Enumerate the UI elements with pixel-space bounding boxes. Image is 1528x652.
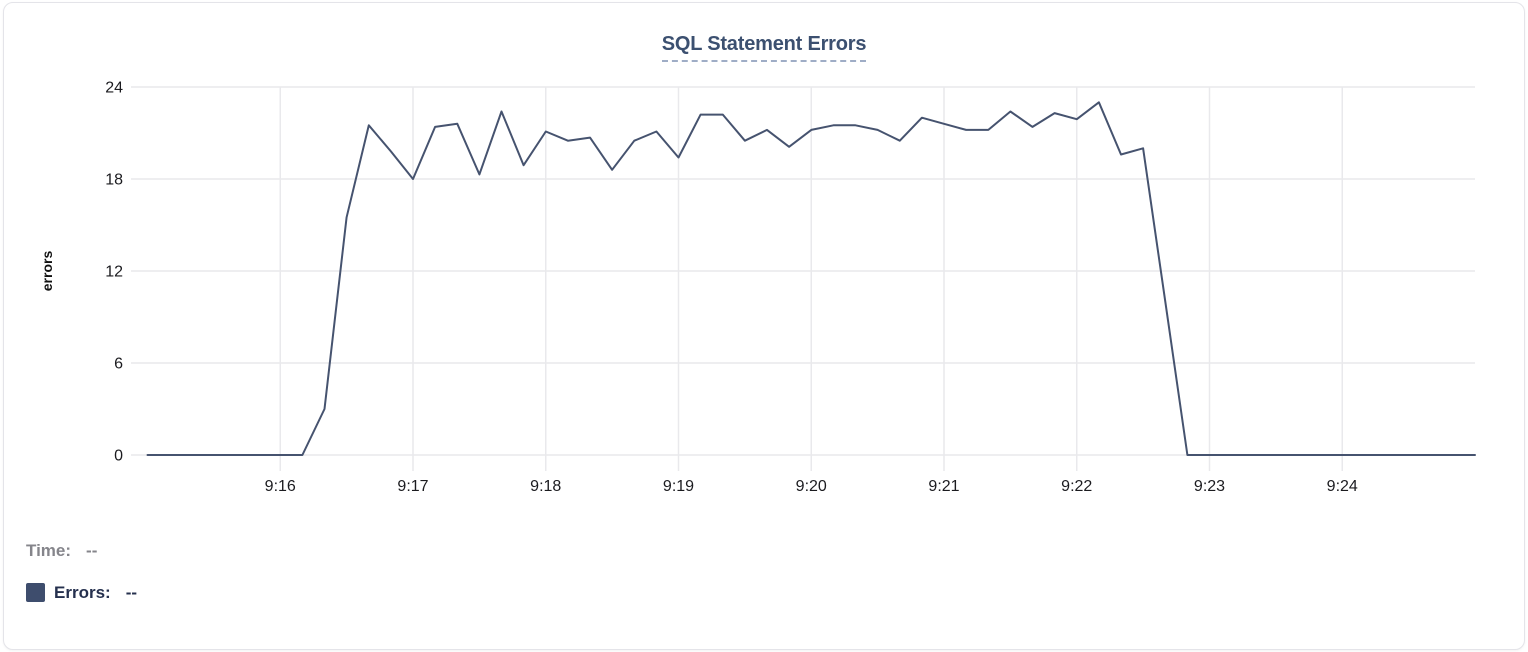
hover-readout-time: Time: -- — [26, 540, 97, 561]
legend-item-errors[interactable]: Errors: -- — [26, 582, 137, 603]
chart-card: SQL Statement Errors 0 6 12 18 24 9:16 9:17 9:1… — [3, 2, 1525, 650]
svg-text:18: 18 — [105, 172, 123, 189]
svg-text:6: 6 — [114, 356, 123, 373]
time-readout-value: -- — [86, 541, 98, 560]
svg-text:9:23: 9:23 — [1194, 478, 1225, 495]
errors-series-swatch[interactable] — [26, 583, 45, 602]
errors-readout-label: Errors: — [54, 583, 111, 602]
svg-text:9:19: 9:19 — [663, 478, 694, 495]
svg-text:0: 0 — [114, 448, 123, 465]
chart-title[interactable]: SQL Statement Errors — [661, 33, 866, 62]
svg-text:9:20: 9:20 — [796, 478, 827, 495]
errors-line-chart[interactable]: 0 6 12 18 24 9:16 9:17 9:18 9:19 9:20 9:21 9:22 9:23… — [4, 3, 1525, 503]
svg-text:12: 12 — [105, 264, 123, 281]
svg-text:24: 24 — [105, 80, 123, 97]
errors-readout-value: -- — [125, 583, 138, 602]
svg-text:9:24: 9:24 — [1327, 478, 1358, 495]
time-readout-label: Time: — [26, 541, 72, 560]
svg-text:9:17: 9:17 — [397, 478, 428, 495]
chart-title-row: SQL Statement Errors — [4, 33, 1524, 62]
svg-text:9:18: 9:18 — [530, 478, 561, 495]
svg-text:errors: errors — [39, 251, 55, 292]
svg-text:9:16: 9:16 — [265, 478, 296, 495]
svg-text:9:22: 9:22 — [1061, 478, 1092, 495]
svg-text:9:21: 9:21 — [928, 478, 959, 495]
